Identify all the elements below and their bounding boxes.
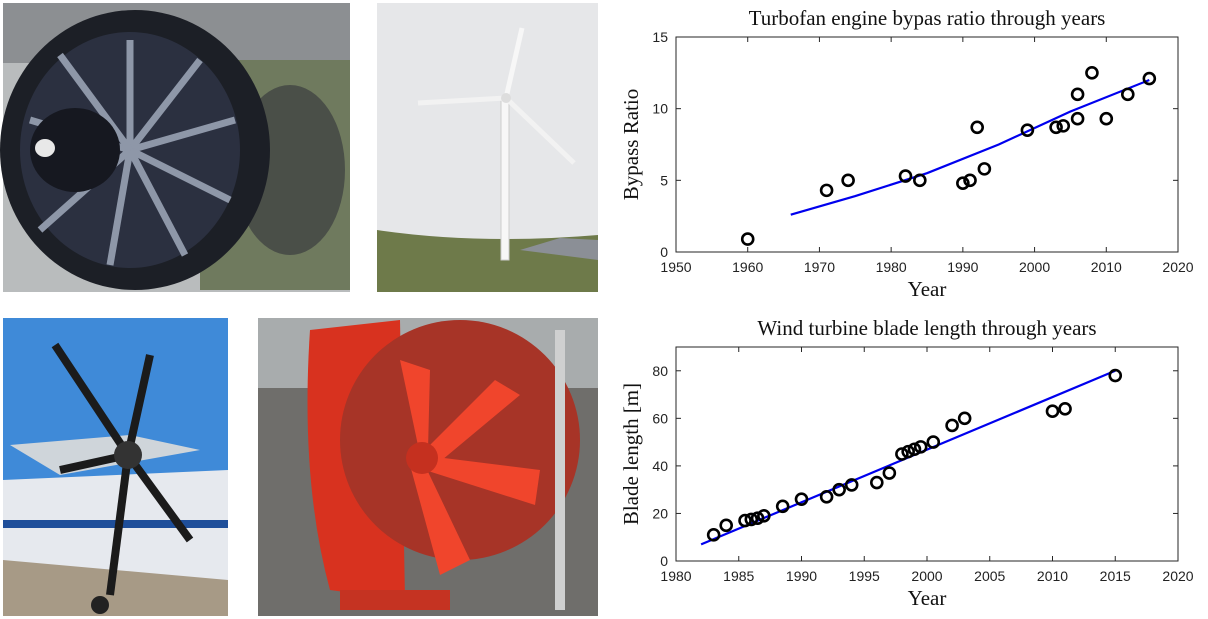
data-point	[794, 492, 809, 506]
x-tick-label: 1970	[804, 259, 835, 275]
y-tick-label: 0	[660, 244, 668, 260]
y-axis-label: Blade length [m]	[619, 383, 643, 525]
data-point	[844, 478, 859, 492]
data-point	[757, 509, 771, 523]
data-point	[719, 518, 734, 533]
x-tick-label: 1995	[849, 568, 880, 584]
data-point	[913, 440, 928, 454]
photo-propeller-plane	[3, 318, 228, 616]
x-tick-label: 1950	[660, 259, 691, 275]
x-tick-label: 1990	[947, 259, 978, 275]
data-point	[1121, 87, 1135, 102]
data-point	[744, 512, 759, 527]
data-point	[738, 513, 752, 528]
data-point	[882, 466, 897, 480]
data-point	[895, 447, 909, 461]
x-tick-label: 1960	[732, 259, 763, 275]
data-point	[977, 162, 992, 176]
fit-line	[790, 78, 1150, 216]
data-point	[1020, 123, 1035, 137]
chart-title: Wind turbine blade length through years	[757, 316, 1096, 340]
x-tick-label: 2015	[1100, 568, 1131, 584]
data-point	[1085, 66, 1099, 80]
data-point	[1058, 402, 1072, 416]
data-point	[913, 173, 927, 188]
x-axis-label: Year	[908, 586, 947, 610]
photo-ship-propeller	[258, 318, 598, 616]
data-point	[1045, 404, 1060, 419]
x-tick-label: 2020	[1162, 568, 1193, 584]
data-point	[945, 418, 959, 433]
data-point	[740, 232, 755, 246]
x-tick-label: 2005	[974, 568, 1005, 584]
data-point	[841, 173, 855, 188]
y-tick-label: 20	[652, 505, 668, 521]
x-tick-label: 1980	[660, 568, 691, 584]
plot-area	[675, 36, 1179, 253]
y-tick-label: 10	[652, 101, 668, 117]
data-point	[869, 475, 884, 490]
x-tick-label: 2010	[1091, 259, 1122, 275]
data-point	[1070, 111, 1085, 126]
data-point	[832, 482, 846, 497]
data-point	[1099, 111, 1114, 126]
plot-area	[675, 346, 1179, 562]
data-point	[1142, 71, 1157, 86]
data-point	[898, 169, 913, 183]
data-point	[963, 173, 977, 188]
y-axis-label: Bypass Ratio	[619, 89, 643, 200]
y-tick-label: 15	[652, 29, 668, 45]
x-tick-label: 2020	[1162, 259, 1193, 275]
x-tick-label: 1980	[876, 259, 907, 275]
data-point	[956, 176, 970, 190]
data-point	[970, 120, 985, 135]
data-point	[1049, 120, 1063, 135]
y-tick-label: 40	[652, 458, 668, 474]
y-tick-label: 80	[652, 363, 668, 379]
data-point	[1070, 87, 1085, 102]
data-point	[750, 511, 765, 526]
x-tick-label: 2000	[1019, 259, 1050, 275]
x-tick-label: 2010	[1037, 568, 1068, 584]
data-point	[1056, 119, 1071, 133]
data-point	[819, 489, 834, 504]
x-axis-label: Year	[908, 277, 947, 301]
data-point	[775, 499, 790, 514]
data-point	[706, 528, 721, 542]
data-point	[1108, 368, 1123, 383]
x-tick-label: 2000	[911, 568, 942, 584]
chart-title: Turbofan engine bypas ratio through year…	[749, 6, 1106, 30]
y-tick-label: 5	[660, 172, 668, 188]
data-point	[901, 444, 915, 459]
x-tick-label: 1990	[786, 568, 817, 584]
photo-jet-engine	[0, 3, 350, 292]
data-point	[819, 183, 834, 198]
y-tick-label: 60	[652, 410, 668, 426]
y-tick-label: 0	[660, 553, 668, 569]
data-point	[957, 411, 972, 426]
data-point	[907, 442, 922, 457]
x-tick-label: 1985	[723, 568, 754, 584]
photo-wind-turbine	[377, 3, 598, 292]
data-point	[926, 435, 941, 449]
